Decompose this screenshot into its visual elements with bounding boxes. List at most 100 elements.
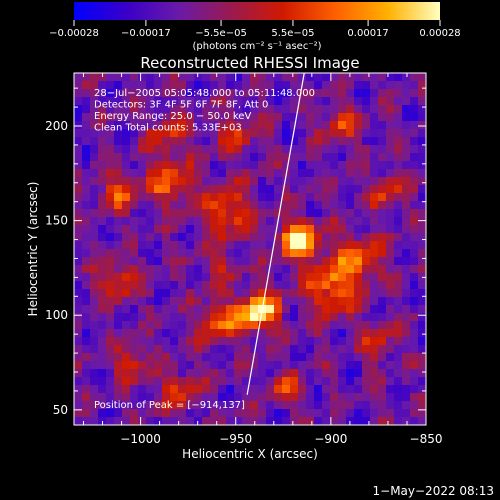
heatmap-cell bbox=[114, 193, 123, 202]
heatmap-cell bbox=[170, 185, 179, 194]
heatmap-cell bbox=[290, 129, 299, 138]
heatmap-cell bbox=[226, 345, 235, 354]
heatmap-cell bbox=[138, 257, 147, 266]
heatmap-cell bbox=[122, 289, 131, 298]
heatmap-cell bbox=[226, 97, 235, 106]
heatmap-cell bbox=[394, 121, 403, 130]
heatmap-cell bbox=[258, 121, 267, 130]
heatmap-cell bbox=[186, 113, 195, 122]
heatmap-cell bbox=[170, 73, 179, 82]
heatmap-cell bbox=[226, 89, 235, 98]
heatmap-cell bbox=[162, 353, 171, 362]
heatmap-cell bbox=[242, 185, 251, 194]
heatmap-cell bbox=[354, 201, 363, 210]
heatmap-cell bbox=[146, 113, 155, 122]
heatmap-cell bbox=[202, 273, 211, 282]
heatmap-cell bbox=[194, 345, 203, 354]
heatmap-cell bbox=[138, 129, 147, 138]
heatmap-cell bbox=[178, 313, 187, 322]
heatmap-cell bbox=[162, 201, 171, 210]
heatmap-cell bbox=[194, 121, 203, 130]
heatmap-cell bbox=[242, 89, 251, 98]
heatmap-cell bbox=[362, 137, 371, 146]
heatmap-cell bbox=[298, 305, 307, 314]
heatmap-cell bbox=[338, 185, 347, 194]
heatmap-cell bbox=[346, 81, 355, 90]
heatmap-cell bbox=[282, 185, 291, 194]
heatmap-cell bbox=[274, 361, 283, 370]
heatmap-cell bbox=[354, 105, 363, 114]
heatmap-cell bbox=[298, 97, 307, 106]
heatmap-cell bbox=[362, 81, 371, 90]
heatmap-cell bbox=[266, 265, 275, 274]
heatmap-cell bbox=[346, 305, 355, 314]
heatmap-cell bbox=[402, 393, 411, 402]
heatmap-cell bbox=[346, 161, 355, 170]
heatmap-cell bbox=[362, 201, 371, 210]
heatmap-cell bbox=[202, 241, 211, 250]
heatmap-cell bbox=[370, 185, 379, 194]
heatmap-cell bbox=[250, 305, 259, 314]
annotation-line: Detectors: 3F 4F 5F 6F 7F 8F, Att 0 bbox=[94, 100, 268, 111]
heatmap-cell bbox=[138, 361, 147, 370]
heatmap-cell bbox=[194, 265, 203, 274]
heatmap-cell bbox=[170, 281, 179, 290]
heatmap-cell bbox=[410, 89, 419, 98]
heatmap-cell bbox=[98, 185, 107, 194]
heatmap-cell bbox=[146, 409, 155, 418]
heatmap-cell bbox=[154, 273, 163, 282]
heatmap-cell bbox=[298, 313, 307, 322]
heatmap-cell bbox=[298, 177, 307, 186]
heatmap-cell bbox=[138, 73, 147, 82]
heatmap-cell bbox=[354, 217, 363, 226]
heatmap-cell bbox=[106, 233, 115, 242]
heatmap-cell bbox=[242, 73, 251, 82]
heatmap-cell bbox=[410, 313, 419, 322]
heatmap-cell bbox=[410, 273, 419, 282]
heatmap-cell bbox=[226, 129, 235, 138]
heatmap-cell bbox=[146, 369, 155, 378]
heatmap-cell bbox=[290, 313, 299, 322]
heatmap-cell bbox=[306, 409, 315, 418]
heatmap-cell bbox=[122, 217, 131, 226]
heatmap-cell bbox=[306, 105, 315, 114]
heatmap-cell bbox=[154, 249, 163, 258]
heatmap-cell bbox=[266, 225, 275, 234]
heatmap-cell bbox=[322, 249, 331, 258]
heatmap-cell bbox=[186, 81, 195, 90]
heatmap-cell bbox=[346, 257, 355, 266]
heatmap-cell bbox=[242, 313, 251, 322]
heatmap-cell bbox=[242, 209, 251, 218]
heatmap-cell bbox=[250, 97, 259, 106]
heatmap-cell bbox=[418, 193, 426, 202]
heatmap-cell bbox=[218, 273, 227, 282]
heatmap-cell bbox=[338, 153, 347, 162]
heatmap-cell bbox=[266, 193, 275, 202]
heatmap-cell bbox=[226, 177, 235, 186]
heatmap-cell bbox=[258, 257, 267, 266]
heatmap-cell bbox=[122, 153, 131, 162]
heatmap-cell bbox=[298, 417, 307, 425]
heatmap-cell bbox=[178, 241, 187, 250]
heatmap-cell bbox=[178, 321, 187, 330]
heatmap-cell bbox=[298, 393, 307, 402]
heatmap-cell bbox=[282, 113, 291, 122]
heatmap-cell bbox=[186, 97, 195, 106]
heatmap-cell bbox=[402, 233, 411, 242]
heatmap-cell bbox=[98, 177, 107, 186]
heatmap-cell bbox=[138, 297, 147, 306]
heatmap-cell bbox=[314, 345, 323, 354]
heatmap-cell bbox=[258, 217, 267, 226]
heatmap-cell bbox=[386, 329, 395, 338]
heatmap-cell bbox=[154, 97, 163, 106]
heatmap-cell bbox=[82, 353, 91, 362]
heatmap-cell bbox=[330, 409, 339, 418]
heatmap-cell bbox=[346, 97, 355, 106]
heatmap-cell bbox=[386, 153, 395, 162]
heatmap-cell bbox=[202, 417, 211, 425]
heatmap-cell bbox=[122, 401, 131, 410]
heatmap-cell bbox=[114, 329, 123, 338]
heatmap-cell bbox=[314, 393, 323, 402]
heatmap-cell bbox=[290, 337, 299, 346]
heatmap-cell bbox=[162, 401, 171, 410]
